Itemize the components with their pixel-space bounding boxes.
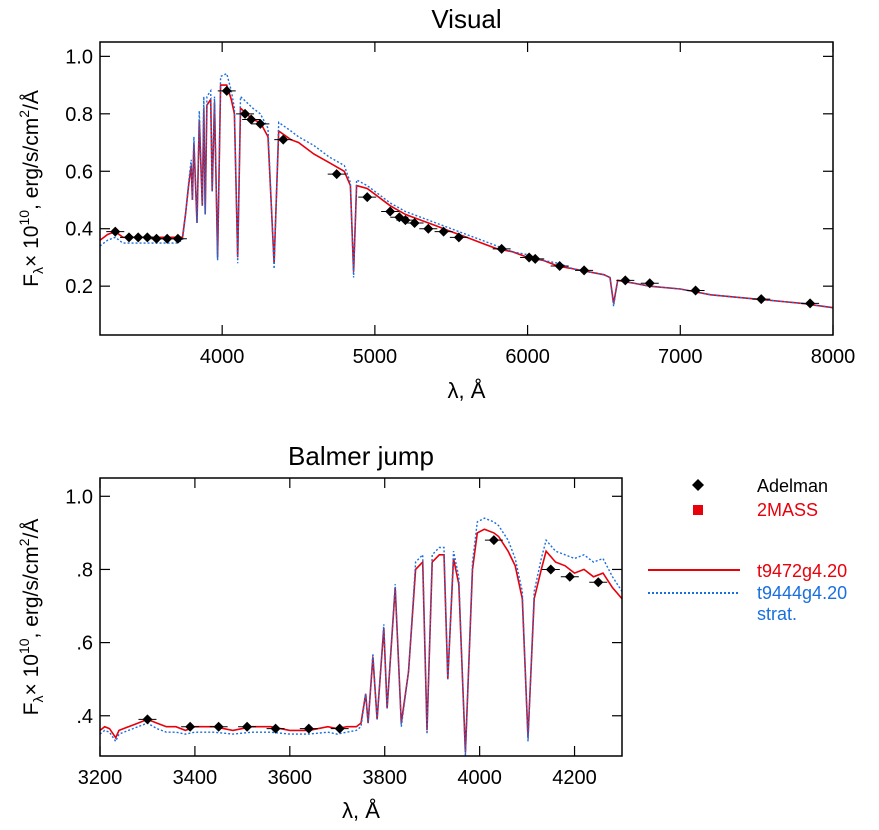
legend-adelman: Adelman — [692, 476, 828, 496]
x-tick-label: 4000 — [200, 346, 245, 368]
y-tick-label: 0.8 — [65, 104, 93, 126]
x-tick-label: 4200 — [552, 767, 597, 789]
x-axis-label: λ, Å — [448, 378, 486, 403]
observation-point — [142, 232, 153, 243]
observation-point — [579, 265, 590, 276]
observation-point — [255, 118, 266, 129]
observation-point — [172, 233, 183, 244]
x-tick-label: 6000 — [505, 346, 550, 368]
observation-point — [554, 261, 565, 272]
observation-point — [270, 723, 281, 734]
chart-title: Balmer jump — [288, 441, 434, 471]
observation-point — [756, 294, 767, 305]
x-axis-label: λ, Å — [342, 798, 380, 823]
chart-title: Visual — [431, 4, 501, 34]
y-tick-label: 1.0 — [65, 486, 93, 508]
observation-point — [409, 217, 420, 228]
observation-point — [185, 721, 196, 732]
plot-frame — [99, 41, 834, 336]
observation-point — [545, 564, 556, 575]
observation-point — [110, 226, 121, 237]
y-tick-label: 0.4 — [65, 219, 93, 241]
observation-point — [213, 721, 224, 732]
observation-point — [488, 535, 499, 546]
y-axis-label: Fλ× 1010, erg/s/cm2/Å — [16, 519, 46, 716]
observation-point — [242, 721, 253, 732]
y-tick-label: .4 — [76, 706, 93, 728]
observation-point — [593, 577, 604, 588]
observation-point — [805, 298, 816, 309]
y-axis-label: Fλ× 1010, erg/s/cm2/Å — [16, 90, 46, 287]
legend-adelman-marker — [692, 479, 704, 491]
observation-point — [151, 233, 162, 244]
series-model2-line — [100, 72, 833, 309]
legend-model1-label: t9472g4.20 — [757, 561, 847, 581]
observation-point — [385, 206, 396, 217]
observation-point — [644, 278, 655, 289]
observation-point — [496, 243, 507, 254]
observation-point — [162, 233, 173, 244]
series-model1-line — [100, 528, 622, 753]
observation-point — [620, 275, 631, 286]
y-tick-label: .8 — [76, 559, 93, 581]
observation-point — [362, 192, 373, 203]
legend-model1: t9472g4.20 — [648, 561, 847, 581]
y-tick-label: .6 — [76, 633, 93, 655]
observation-point — [438, 226, 449, 237]
y-tick-label: 0.6 — [65, 161, 93, 183]
observation-point — [221, 85, 232, 96]
x-tick-label: 3200 — [78, 767, 123, 789]
x-tick-label: 3600 — [268, 767, 313, 789]
observation-point — [690, 285, 701, 296]
x-tick-label: 7000 — [658, 346, 703, 368]
x-tick-label: 3400 — [173, 767, 218, 789]
plot-frame — [99, 477, 623, 757]
series-model2-line — [100, 517, 622, 756]
y-tick-label: 0.2 — [65, 276, 93, 298]
legend-model2-note: strat. — [757, 604, 797, 624]
observation-point — [564, 571, 575, 582]
observation-point — [133, 232, 144, 243]
observation-point — [331, 169, 342, 180]
observation-point — [530, 253, 541, 264]
legend-model2: t9444g4.20 strat. — [648, 583, 847, 624]
visual-panel: 4000 5000 6000 7000 8000 0.2 0.4 0.6 0.8 1.0 Visua… — [16, 4, 855, 403]
observation-point — [246, 114, 257, 125]
x-tick-label: 8000 — [811, 346, 856, 368]
legend: Adelman 2MASS t9472g4.20 t9444g4.20 stra… — [648, 476, 847, 624]
legend-adelman-label: Adelman — [757, 476, 828, 496]
observation-point — [453, 232, 464, 243]
x-tick-label: 3800 — [362, 767, 407, 789]
legend-2mass-label: 2MASS — [757, 500, 818, 520]
observation-point — [278, 134, 289, 145]
legend-model2-label: t9444g4.20 — [757, 583, 847, 603]
y-tick-label: 1.0 — [65, 46, 93, 68]
series-model1-line — [100, 84, 833, 309]
x-tick-label: 5000 — [353, 346, 398, 368]
observation-point — [334, 723, 345, 734]
legend-2mass: 2MASS — [693, 500, 818, 520]
x-tick-label: 4000 — [457, 767, 502, 789]
observation-point — [124, 232, 135, 243]
observation-point — [303, 723, 314, 734]
legend-2mass-marker — [693, 505, 703, 515]
observation-point — [423, 223, 434, 234]
balmer-jump-panel: 3200 3400 3600 3800 4000 4200 .4 .6 .8 1.0 Balmer … — [16, 441, 623, 823]
observation-point — [240, 108, 251, 119]
observation-point — [142, 714, 153, 725]
